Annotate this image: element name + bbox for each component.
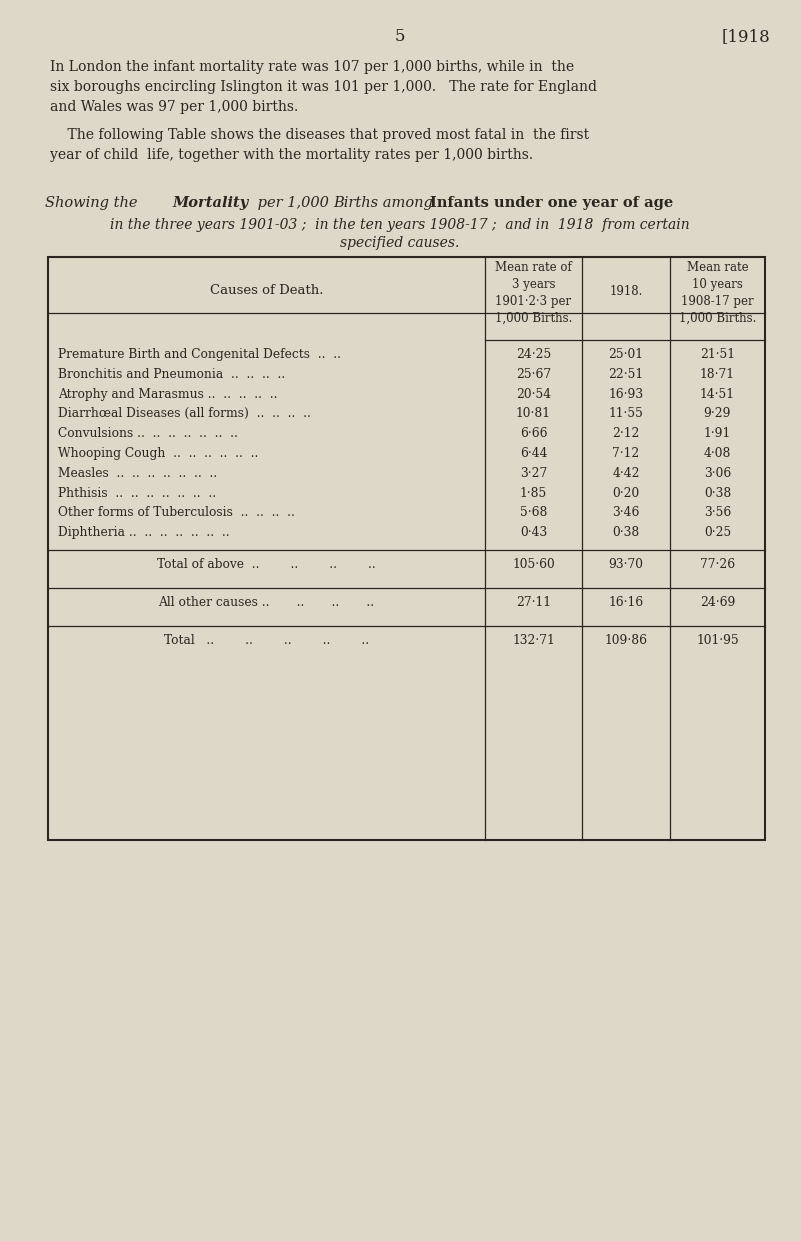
Text: per 1,000: per 1,000 [253, 196, 333, 210]
Text: Infants under one year of age: Infants under one year of age [430, 196, 674, 210]
Text: 22·51: 22·51 [609, 367, 643, 381]
Text: 4·42: 4·42 [612, 467, 640, 480]
Text: 10·81: 10·81 [516, 407, 551, 421]
Text: 0·38: 0·38 [704, 486, 731, 500]
Text: Mean rate of
3 years
1901·2·3 per
1,000 Births.: Mean rate of 3 years 1901·2·3 per 1,000 … [495, 261, 572, 325]
Text: Phthisis  ..  ..  ..  ..  ..  ..  ..: Phthisis .. .. .. .. .. .. .. [58, 486, 216, 500]
Text: 25·01: 25·01 [609, 347, 643, 361]
Text: 11·55: 11·55 [609, 407, 643, 421]
Text: All other causes ..       ..       ..       ..: All other causes .. .. .. .. [159, 596, 375, 609]
Text: 6·66: 6·66 [520, 427, 547, 441]
Text: In London the infant mortality rate was 107 per 1,000 births, while in  the
six : In London the infant mortality rate was … [50, 60, 597, 114]
Bar [48, 257, 765, 840]
Text: 20·54: 20·54 [516, 387, 551, 401]
Text: Premature Birth and Congenital Defects  ..  ..: Premature Birth and Congenital Defects .… [58, 347, 341, 361]
Text: 16·93: 16·93 [609, 387, 643, 401]
Text: Whooping Cough  ..  ..  ..  ..  ..  ..: Whooping Cough .. .. .. .. .. .. [58, 447, 259, 460]
Text: 14·51: 14·51 [700, 387, 735, 401]
Text: 3·46: 3·46 [612, 506, 640, 520]
Text: Atrophy and Marasmus ..  ..  ..  ..  ..: Atrophy and Marasmus .. .. .. .. .. [58, 387, 277, 401]
Text: in the three years 1901-03 ;  in the ten years 1908-17 ;  and in  1918  from cer: in the three years 1901-03 ; in the ten … [111, 218, 690, 232]
Text: 3·56: 3·56 [704, 506, 731, 520]
Text: Causes of Death.: Causes of Death. [210, 283, 324, 297]
Text: 5: 5 [395, 29, 405, 45]
Text: 2·12: 2·12 [612, 427, 640, 441]
Text: Mortality: Mortality [172, 196, 248, 210]
Text: 25·67: 25·67 [516, 367, 551, 381]
Text: The following Table shows the diseases that proved most fatal in  the first
year: The following Table shows the diseases t… [50, 128, 589, 163]
Text: 109·86: 109·86 [605, 634, 647, 647]
Text: 1·91: 1·91 [704, 427, 731, 441]
Text: 21·51: 21·51 [700, 347, 735, 361]
Text: 6·44: 6·44 [520, 447, 547, 460]
Text: Measles  ..  ..  ..  ..  ..  ..  ..: Measles .. .. .. .. .. .. .. [58, 467, 217, 480]
Text: Diarrhœal Diseases (all forms)  ..  ..  ..  ..: Diarrhœal Diseases (all forms) .. .. .. … [58, 407, 311, 421]
Text: Total of above  ..        ..        ..        ..: Total of above .. .. .. .. [157, 558, 376, 571]
Text: 105·60: 105·60 [512, 558, 555, 571]
Text: 9·29: 9·29 [704, 407, 731, 421]
Text: 77·26: 77·26 [700, 558, 735, 571]
Text: [1918: [1918 [721, 29, 770, 45]
Text: 7·12: 7·12 [613, 447, 640, 460]
Text: 24·25: 24·25 [516, 347, 551, 361]
Text: 0·25: 0·25 [704, 526, 731, 539]
Text: Mean rate
10 years
1908-17 per
1,000 Births.: Mean rate 10 years 1908-17 per 1,000 Bir… [678, 261, 756, 325]
Text: 5·68: 5·68 [520, 506, 547, 520]
Text: 1918.: 1918. [610, 285, 642, 298]
Text: 18·71: 18·71 [700, 367, 735, 381]
Text: Other forms of Tuberculosis  ..  ..  ..  ..: Other forms of Tuberculosis .. .. .. .. [58, 506, 295, 520]
Text: 24·69: 24·69 [700, 596, 735, 609]
Text: 27·11: 27·11 [516, 596, 551, 609]
Text: 132·71: 132·71 [512, 634, 555, 647]
Text: 1·85: 1·85 [520, 486, 547, 500]
Text: 3·27: 3·27 [520, 467, 547, 480]
Text: Convulsions ..  ..  ..  ..  ..  ..  ..: Convulsions .. .. .. .. .. .. .. [58, 427, 238, 441]
Text: Total   ..        ..        ..        ..        ..: Total .. .. .. .. .. [164, 634, 369, 647]
Text: 0·38: 0·38 [613, 526, 640, 539]
Text: Births among: Births among [333, 196, 437, 210]
Text: 0·43: 0·43 [520, 526, 547, 539]
Text: Bronchitis and Pneumonia  ..  ..  ..  ..: Bronchitis and Pneumonia .. .. .. .. [58, 367, 285, 381]
Text: Diphtheria ..  ..  ..  ..  ..  ..  ..: Diphtheria .. .. .. .. .. .. .. [58, 526, 230, 539]
Text: 3·06: 3·06 [704, 467, 731, 480]
Text: Showing the: Showing the [45, 196, 142, 210]
Text: 93·70: 93·70 [609, 558, 643, 571]
Text: specified causes.: specified causes. [340, 236, 460, 249]
Text: 0·20: 0·20 [613, 486, 640, 500]
Text: 4·08: 4·08 [704, 447, 731, 460]
Text: 101·95: 101·95 [696, 634, 739, 647]
Text: 16·16: 16·16 [609, 596, 643, 609]
